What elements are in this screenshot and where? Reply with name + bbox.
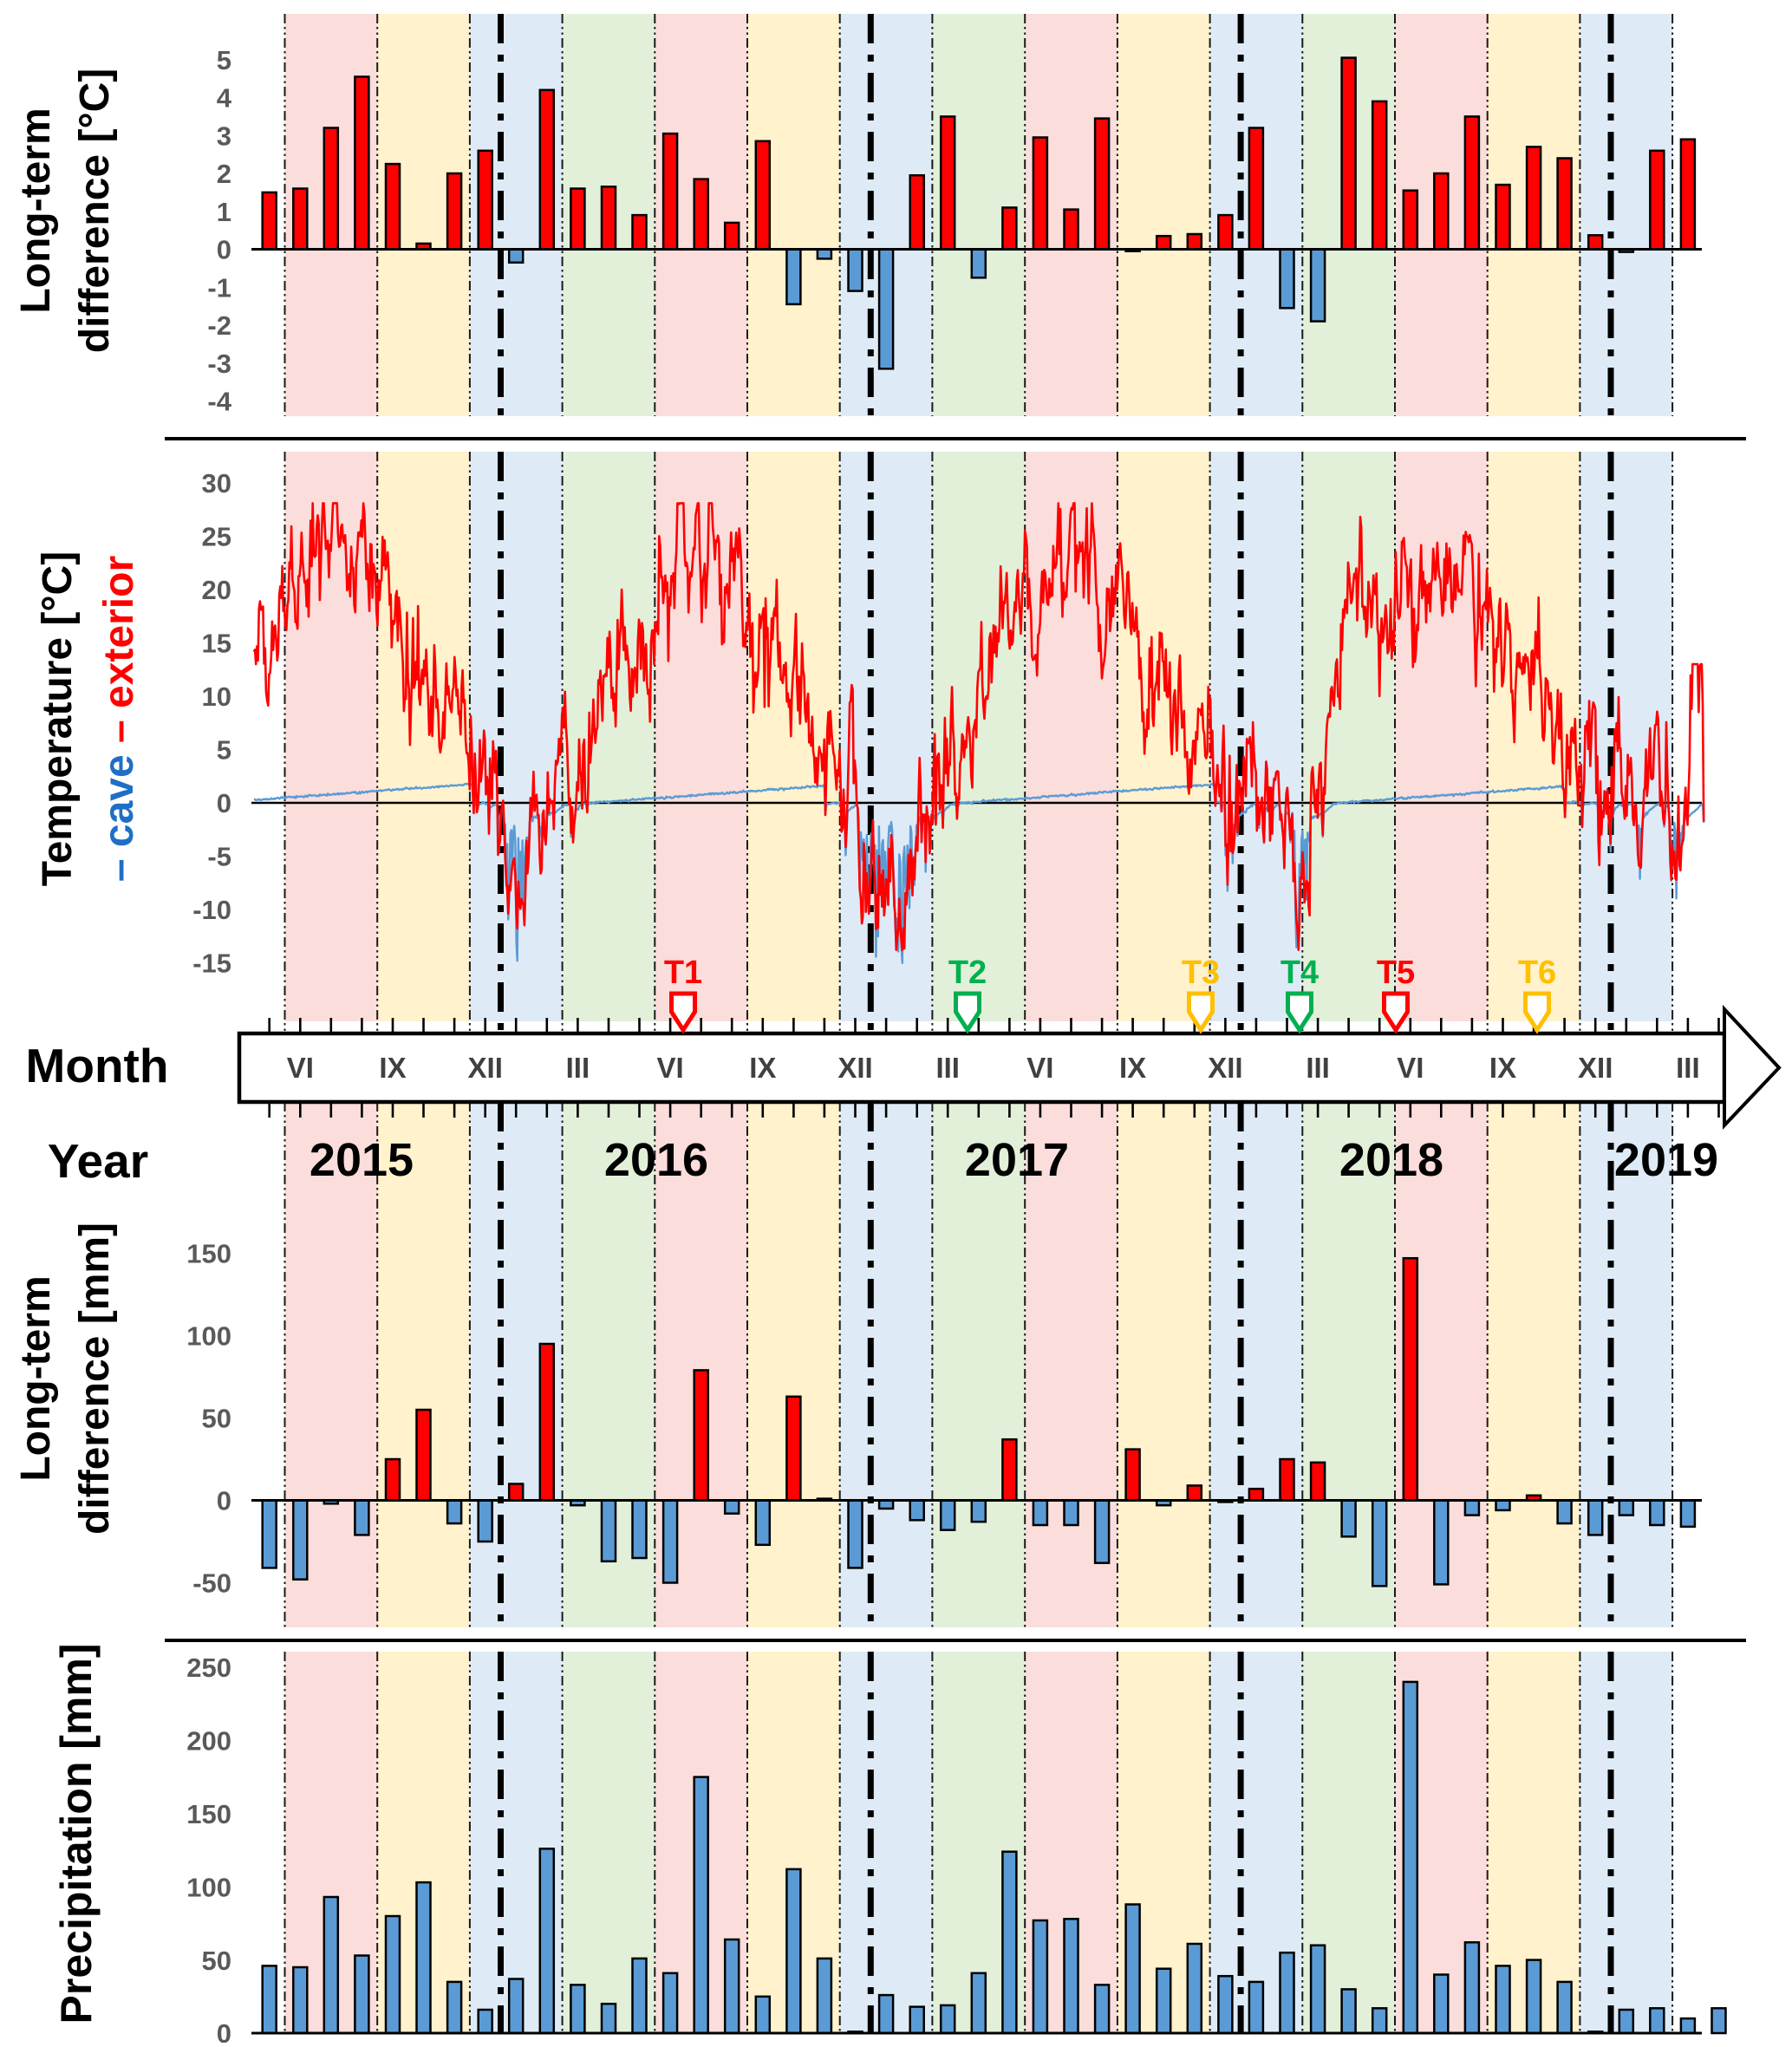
svg-text:T5: T5 xyxy=(1377,955,1415,991)
svg-text:5: 5 xyxy=(217,45,231,75)
svg-text:20: 20 xyxy=(202,575,231,605)
svg-text:50: 50 xyxy=(202,1404,231,1434)
svg-text:IX: IX xyxy=(1119,1052,1146,1084)
svg-text:2017: 2017 xyxy=(965,1134,1069,1186)
svg-text:-3: -3 xyxy=(207,349,231,379)
svg-text:T4: T4 xyxy=(1280,955,1319,991)
svg-text:150: 150 xyxy=(186,1239,231,1269)
svg-text:-4: -4 xyxy=(207,387,231,417)
svg-text:-50: -50 xyxy=(192,1568,231,1599)
svg-text:2018: 2018 xyxy=(1339,1134,1443,1186)
svg-text:3: 3 xyxy=(217,121,231,151)
svg-text:0: 0 xyxy=(217,788,231,818)
svg-text:30: 30 xyxy=(202,468,231,499)
svg-text:-15: -15 xyxy=(192,949,231,979)
svg-text:IX: IX xyxy=(749,1052,776,1084)
svg-text:VI: VI xyxy=(1026,1052,1053,1084)
svg-text:T2: T2 xyxy=(948,955,987,991)
svg-text:100: 100 xyxy=(186,1872,231,1902)
svg-text:T1: T1 xyxy=(664,955,702,991)
svg-text:2015: 2015 xyxy=(310,1134,414,1186)
svg-text:IX: IX xyxy=(379,1052,406,1084)
svg-text:5: 5 xyxy=(217,735,231,766)
svg-text:Month: Month xyxy=(26,1039,169,1092)
svg-text:Long-term: Long-term xyxy=(13,1275,59,1481)
svg-text:0: 0 xyxy=(217,1486,231,1516)
svg-text:-1: -1 xyxy=(207,272,231,303)
svg-text:Temperature [°C]: Temperature [°C] xyxy=(35,551,81,886)
svg-text:-5: -5 xyxy=(207,842,231,872)
svg-text:4: 4 xyxy=(217,83,232,114)
svg-text:25: 25 xyxy=(202,522,231,552)
svg-text:50: 50 xyxy=(202,1946,231,1976)
svg-text:VI: VI xyxy=(1397,1052,1424,1084)
svg-text:-10: -10 xyxy=(192,895,231,925)
svg-text:150: 150 xyxy=(186,1799,231,1829)
svg-text:100: 100 xyxy=(186,1321,231,1352)
svg-text:T6: T6 xyxy=(1518,955,1556,991)
svg-text:15: 15 xyxy=(202,629,231,659)
svg-text:VI: VI xyxy=(657,1052,684,1084)
svg-text:Year: Year xyxy=(48,1134,148,1188)
svg-text:2016: 2016 xyxy=(604,1134,708,1186)
svg-text:2: 2 xyxy=(217,159,231,189)
svg-text:2019: 2019 xyxy=(1614,1134,1718,1186)
svg-text:1: 1 xyxy=(217,197,231,227)
svg-text:XII: XII xyxy=(1578,1052,1613,1084)
svg-text:10: 10 xyxy=(202,681,231,712)
svg-text:III: III xyxy=(935,1052,960,1084)
svg-text:T3: T3 xyxy=(1182,955,1220,991)
svg-text:0: 0 xyxy=(217,2018,231,2043)
svg-text:Long-term: Long-term xyxy=(13,108,59,313)
svg-text:– cave – exterior: – cave – exterior xyxy=(96,556,142,882)
svg-text:XII: XII xyxy=(1208,1052,1242,1084)
svg-text:difference [mm]: difference [mm] xyxy=(72,1222,118,1535)
svg-text:XII: XII xyxy=(468,1052,503,1084)
svg-text:III: III xyxy=(1306,1052,1330,1084)
svg-text:III: III xyxy=(1676,1052,1700,1084)
svg-text:250: 250 xyxy=(186,1653,231,1683)
svg-text:IX: IX xyxy=(1489,1052,1516,1084)
svg-text:VI: VI xyxy=(287,1052,314,1084)
svg-text:-2: -2 xyxy=(207,310,231,341)
svg-text:200: 200 xyxy=(186,1726,231,1757)
svg-text:0: 0 xyxy=(217,235,231,265)
svg-text:III: III xyxy=(566,1052,590,1084)
svg-text:Precipitation [mm]: Precipitation [mm] xyxy=(52,1644,101,2024)
svg-text:difference [°C]: difference [°C] xyxy=(72,68,118,354)
svg-text:XII: XII xyxy=(837,1052,872,1084)
